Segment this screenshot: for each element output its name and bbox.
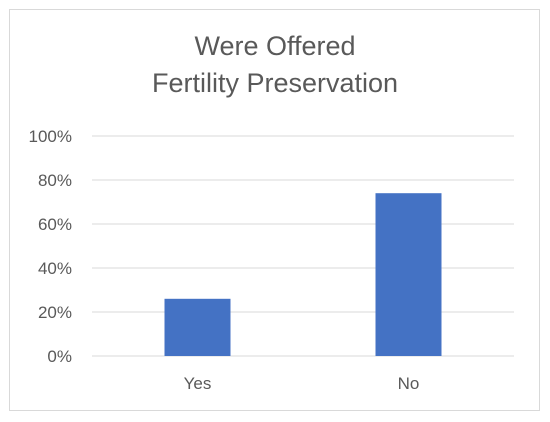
x-axis-tick-labels: Yes No [184, 374, 420, 393]
bars [164, 193, 442, 356]
y-tick-label: 0% [47, 347, 72, 366]
chart-title-line-1: Were Offered [194, 31, 356, 61]
gridlines [92, 135, 514, 357]
y-tick-label: 40% [38, 259, 72, 278]
y-tick-label: 20% [38, 303, 72, 322]
bar-yes [164, 298, 231, 356]
x-tick-label-yes: Yes [184, 374, 212, 393]
chart-frame [9, 9, 540, 411]
chart-title: Were Offered Fertility Preservation [0, 28, 550, 102]
x-tick-label-no: No [398, 374, 420, 393]
bar-no [375, 193, 442, 356]
y-axis-tick-labels: 0% 20% 40% 60% 80% 100% [29, 127, 72, 366]
y-tick-label: 60% [38, 215, 72, 234]
y-tick-label: 80% [38, 171, 72, 190]
y-tick-label: 100% [29, 127, 72, 146]
chart-title-line-2: Fertility Preservation [151, 68, 399, 98]
